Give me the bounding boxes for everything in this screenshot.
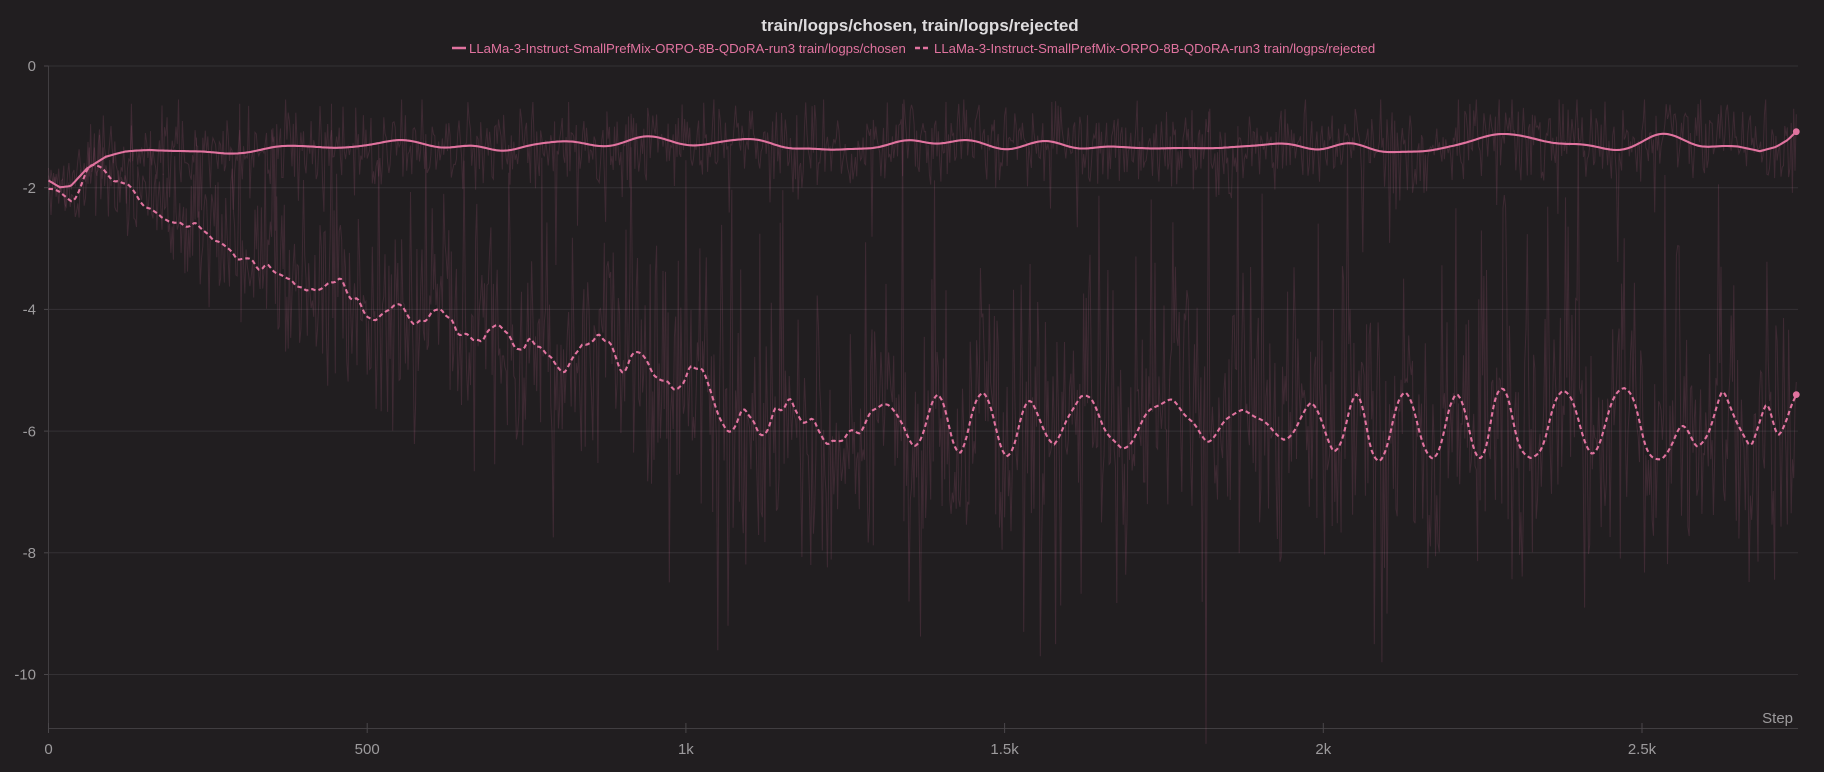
svg-text:Step: Step: [1762, 710, 1793, 727]
svg-text:LLaMa-3-Instruct-SmallPrefMix-: LLaMa-3-Instruct-SmallPrefMix-ORPO-8B-QD…: [934, 41, 1375, 56]
svg-text:0: 0: [28, 58, 36, 75]
svg-text:1.5k: 1.5k: [990, 741, 1019, 758]
svg-text:-6: -6: [23, 423, 36, 440]
svg-text:LLaMa-3-Instruct-SmallPrefMix-: LLaMa-3-Instruct-SmallPrefMix-ORPO-8B-QD…: [469, 41, 906, 56]
svg-text:-10: -10: [14, 667, 36, 684]
svg-text:1k: 1k: [678, 741, 694, 758]
svg-text:train/logps/chosen, train/logp: train/logps/chosen, train/logps/rejected: [761, 16, 1078, 35]
svg-text:500: 500: [355, 741, 380, 758]
svg-text:-4: -4: [23, 302, 36, 319]
svg-text:-2: -2: [23, 180, 36, 197]
svg-text:0: 0: [44, 741, 52, 758]
svg-text:2.5k: 2.5k: [1628, 741, 1657, 758]
svg-text:2k: 2k: [1315, 741, 1331, 758]
svg-text:-8: -8: [23, 545, 36, 562]
